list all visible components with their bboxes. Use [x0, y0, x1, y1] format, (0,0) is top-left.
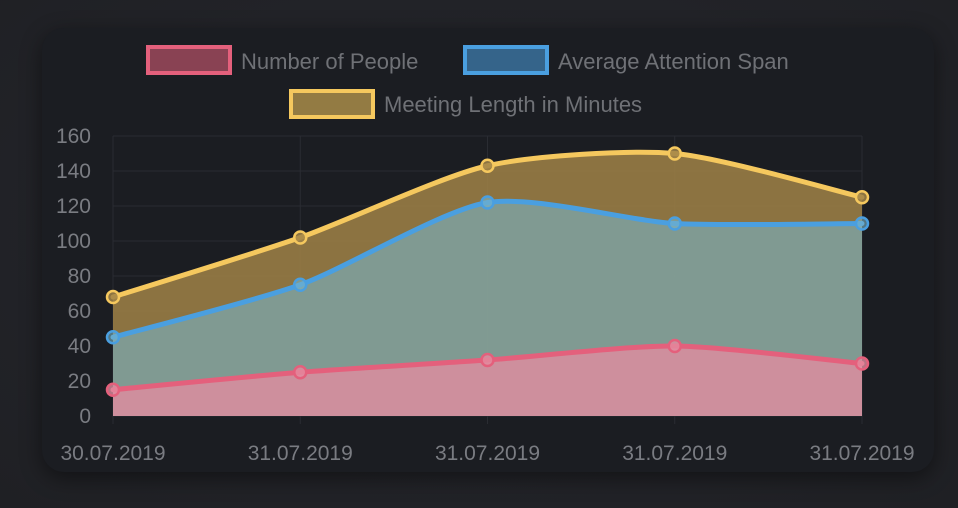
data-point — [667, 146, 682, 161]
legend-label: Meeting Length in Minutes — [384, 92, 642, 117]
y-tick-label: 0 — [79, 405, 91, 428]
legend-label: Average Attention Span — [558, 49, 789, 74]
x-tick-label: 31.07.2019 — [248, 442, 353, 465]
data-point — [667, 338, 682, 354]
y-tick-label: 100 — [56, 230, 91, 253]
y-tick-label: 120 — [56, 195, 91, 218]
y-tick-label: 140 — [56, 160, 91, 183]
data-points — [105, 146, 870, 397]
data-point — [105, 330, 121, 345]
data-point — [480, 352, 495, 368]
data-point — [105, 382, 121, 397]
data-point — [854, 190, 870, 205]
x-tick-label: 31.07.2019 — [809, 442, 914, 465]
y-tick-label: 80 — [68, 265, 91, 288]
data-point — [105, 289, 121, 305]
y-axis-ticks: 0 20 40 60 80 100 120 140 160 — [56, 125, 91, 428]
data-point — [854, 356, 870, 371]
data-point — [854, 216, 870, 231]
data-point — [293, 277, 308, 292]
x-tick-label: 31.07.2019 — [435, 442, 540, 465]
series-areas — [113, 152, 862, 416]
legend-swatch — [289, 89, 375, 119]
x-axis-ticks: 30.07.2019 31.07.2019 31.07.2019 31.07.2019… — [60, 442, 914, 465]
data-point — [667, 216, 682, 231]
y-tick-label: 40 — [68, 335, 91, 358]
series-area — [113, 345, 862, 416]
y-tick-label: 60 — [68, 300, 91, 323]
y-tick-label: 20 — [68, 370, 91, 393]
y-tick-label: 160 — [56, 125, 91, 148]
data-point — [293, 230, 308, 245]
data-point — [480, 195, 495, 210]
x-tick-label: 30.07.2019 — [60, 442, 165, 465]
legend-swatch — [463, 45, 549, 75]
x-tick-label: 31.07.2019 — [622, 442, 727, 465]
legend: Number of People Average Attention Span Me… — [146, 45, 789, 119]
legend-swatch — [146, 45, 232, 75]
legend-label: Number of People — [241, 49, 418, 74]
data-point — [480, 158, 495, 173]
data-point — [293, 365, 308, 380]
